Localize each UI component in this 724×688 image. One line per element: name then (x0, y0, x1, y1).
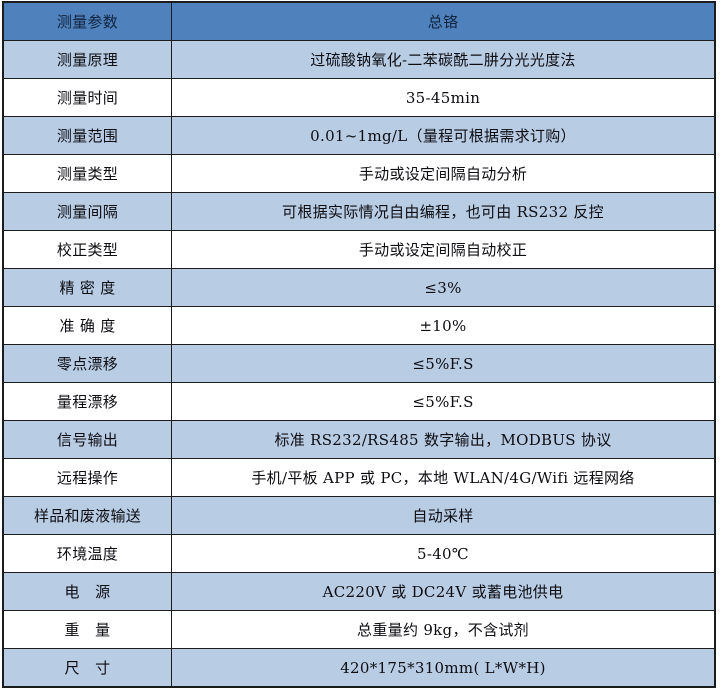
row-param-label: 重 量 (4, 611, 172, 648)
row-param-label: 精 密 度 (4, 269, 172, 306)
row-param-label: 校正类型 (4, 231, 172, 268)
row-param-label: 电 源 (4, 573, 172, 610)
row-value: 5-40℃ (417, 544, 469, 563)
table-row: 准 确 度 ±10% (4, 307, 714, 345)
row-value: 总重量约 9kg，不含试剂 (357, 620, 529, 639)
table-row: 测量时间 35-45min (4, 79, 714, 117)
table-row: 测量范围 0.01~1mg/L（量程可根据需求订购） (4, 117, 714, 155)
column-header-value: 总铬 (427, 12, 459, 31)
row-value: ≤5%F.S (412, 392, 474, 411)
table-row: 重 量 总重量约 9kg，不含试剂 (4, 611, 714, 649)
row-param-label: 零点漂移 (4, 345, 172, 382)
table-row: 校正类型 手动或设定间隔自动校正 (4, 231, 714, 269)
table-row: 精 密 度 ≤3% (4, 269, 714, 307)
table-header-row: 测量参数 总铬 (4, 3, 714, 41)
row-param-label: 样品和废液输送 (4, 497, 172, 534)
row-value: ≤5%F.S (412, 354, 474, 373)
row-value: 自动采样 (412, 506, 474, 525)
row-param-label: 准 确 度 (4, 307, 172, 344)
table-row: 测量间隔 可根据实际情况自由编程，也可由 RS232 反控 (4, 193, 714, 231)
row-value: 35-45min (405, 88, 481, 107)
row-param-label: 测量原理 (4, 41, 172, 78)
row-param-label: 测量类型 (4, 155, 172, 192)
table-row: 远程操作 手机/平板 APP 或 PC，本地 WLAN/4G/Wifi 远程网络 (4, 459, 714, 497)
row-param-label: 信号输出 (4, 421, 172, 458)
row-param-label: 测量范围 (4, 117, 172, 154)
row-value: AC220V 或 DC24V 或蓄电池供电 (322, 582, 564, 601)
row-value: 标准 RS232/RS485 数字输出，MODBUS 协议 (274, 430, 612, 449)
row-value: 过硫酸钠氧化-二苯碳酰二肼分光光度法 (310, 50, 576, 69)
table-row: 信号输出 标准 RS232/RS485 数字输出，MODBUS 协议 (4, 421, 714, 459)
table-row: 样品和废液输送 自动采样 (4, 497, 714, 535)
table-row: 零点漂移 ≤5%F.S (4, 345, 714, 383)
table-row: 量程漂移 ≤5%F.S (4, 383, 714, 421)
row-value: ±10% (419, 316, 467, 335)
row-value: 手动或设定间隔自动分析 (358, 164, 528, 183)
row-param-label: 量程漂移 (4, 383, 172, 420)
row-param-label: 测量间隔 (4, 193, 172, 230)
row-value: 手机/平板 APP 或 PC，本地 WLAN/4G/Wifi 远程网络 (251, 468, 635, 487)
row-param-label: 尺 寸 (4, 649, 172, 686)
column-header-param: 测量参数 (4, 3, 172, 40)
row-param-label: 测量时间 (4, 79, 172, 116)
row-param-label: 远程操作 (4, 459, 172, 496)
table-row: 尺 寸 420*175*310mm( L*W*H) (4, 649, 714, 686)
row-value: 可根据实际情况自由编程，也可由 RS232 反控 (282, 202, 604, 221)
table-row: 环境温度 5-40℃ (4, 535, 714, 573)
table-row: 测量类型 手动或设定间隔自动分析 (4, 155, 714, 193)
row-value: ≤3% (424, 278, 462, 297)
row-value: 手动或设定间隔自动校正 (358, 240, 528, 259)
row-value: 0.01~1mg/L（量程可根据需求订购） (310, 126, 576, 145)
row-param-label: 环境温度 (4, 535, 172, 572)
table-row: 测量原理 过硫酸钠氧化-二苯碳酰二肼分光光度法 (4, 41, 714, 79)
table-row: 电 源 AC220V 或 DC24V 或蓄电池供电 (4, 573, 714, 611)
row-value: 420*175*310mm( L*W*H) (340, 658, 546, 677)
